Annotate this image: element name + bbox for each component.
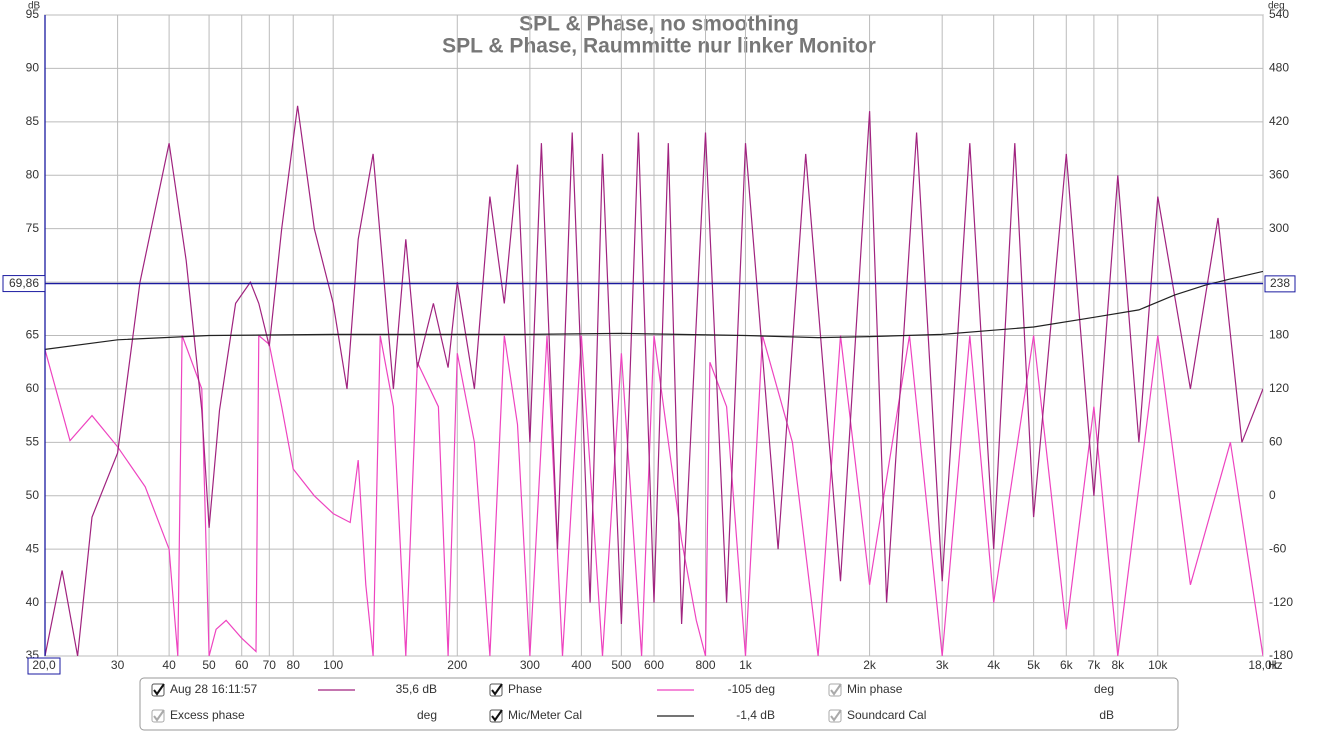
y2-tick-label: 420 [1269,114,1289,128]
legend-box [139,677,1179,731]
x-tick-label: 400 [571,658,591,672]
x-tick-label: 10k [1148,658,1168,672]
cursor-label: 20,0 [32,658,56,672]
y-tick-label: 55 [26,435,40,449]
x-tick-label: 50 [202,658,216,672]
y2-tick-label: 180 [1269,328,1289,342]
y2-tick-label: 360 [1269,167,1289,181]
legend-unit: deg [1094,682,1114,696]
y2-tick-label: 120 [1269,381,1289,395]
y-tick-label: 60 [26,381,40,395]
y-tick-label: 95 [26,7,40,21]
series-line [45,105,1263,656]
legend-label: Soundcard Cal [847,708,926,722]
chart-title: SPL & Phase, no smoothing [519,13,799,36]
legend-label: Excess phase [170,708,245,722]
legend-value: 35,6 dB [396,682,437,696]
x-tick-label: 8k [1111,658,1125,672]
x-tick-label: 1k [739,658,753,672]
x-tick-label: 18,0k [1248,658,1278,672]
y-tick-label: 40 [26,595,40,609]
y2-tick-label: -60 [1269,541,1287,555]
y2-tick-label: -120 [1269,595,1293,609]
y-unit: dB [28,1,41,12]
cursor-box [2,275,46,293]
series-line [45,270,1263,350]
legend-label: Phase [508,682,542,696]
y2-tick-label: 60 [1269,435,1283,449]
checkmark [830,709,842,722]
x-tick-label: 6k [1060,658,1074,672]
cursor-box [27,657,61,675]
chart-subtitle: SPL & Phase, Raummitte nur linker Monito… [442,35,876,58]
legend-unit: dB [1099,708,1114,722]
checkmark [153,683,165,696]
y2-unit: deg [1268,1,1285,12]
checkmark [830,683,842,696]
x-tick-label: 500 [611,658,631,672]
x-tick-label: 100 [323,658,343,672]
y-tick-label: 85 [26,114,40,128]
x-tick-label: 7k [1088,658,1102,672]
cursor-label: 238 [1270,276,1290,290]
y2-tick-label: 480 [1269,61,1289,75]
y-tick-label: 45 [26,541,40,555]
x-unit: Hz [1268,658,1283,672]
y-tick-label: 80 [26,167,40,181]
x-tick-label: 5k [1027,658,1041,672]
checkmark [491,683,503,696]
x-tick-label: 600 [644,658,664,672]
y-tick-label: 75 [26,221,40,235]
series-line [45,334,1263,656]
checkmark [491,709,503,722]
x-tick-label: 300 [520,658,540,672]
legend-value: -105 deg [728,682,775,696]
y2-tick-label: 0 [1269,488,1276,502]
y2-tick-label: -180 [1269,648,1293,662]
y-tick-label: 65 [26,328,40,342]
series-group [45,105,1263,656]
legend-label: Min phase [847,682,903,696]
x-tick-label: 3k [936,658,950,672]
cursor-label: 69,86 [9,276,39,290]
x-tick-label: 80 [287,658,301,672]
x-tick-label: 2k [863,658,877,672]
checkmark [153,709,165,722]
legend-label: Aug 28 16:11:57 [170,682,258,696]
legend-value: -1,4 dB [736,708,775,722]
y2-tick-label: 300 [1269,221,1289,235]
x-tick-label: 4k [987,658,1001,672]
y-tick-label: 90 [26,61,40,75]
legend-unit: deg [417,708,437,722]
cursor-box [1264,275,1296,293]
x-tick-label: 30 [111,658,125,672]
y2-tick-label: 540 [1269,7,1289,21]
x-tick-label: 200 [447,658,467,672]
y-tick-label: 50 [26,488,40,502]
x-tick-label: 800 [695,658,715,672]
legend-label: Mic/Meter Cal [508,708,582,722]
x-tick-label: 60 [235,658,249,672]
x-tick-label: 70 [263,658,277,672]
x-tick-label: 40 [162,658,176,672]
